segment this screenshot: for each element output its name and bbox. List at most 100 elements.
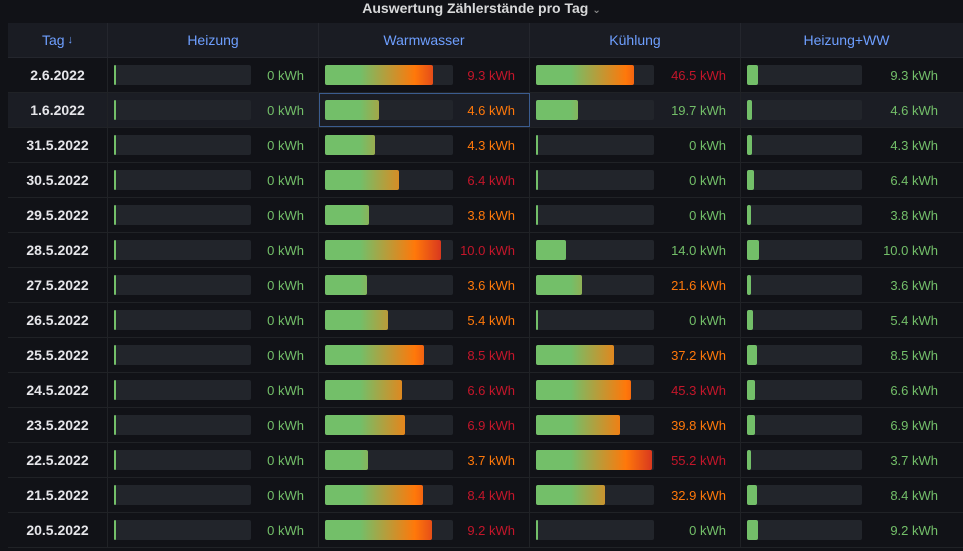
value-label: 0 kWh [267, 277, 304, 293]
column-header-tag[interactable]: Tag ↓ [8, 23, 108, 57]
bar-gauge-cell: 0 kWh [108, 408, 319, 442]
bar-gauge-fill [325, 380, 402, 400]
value-label: 0 kWh [267, 172, 304, 188]
table-row[interactable]: 29.5.2022 0 kWh 3.8 kWh 0 kWh 3.8 kWh [8, 198, 963, 233]
bar-gauge [747, 170, 862, 190]
value-label: 0 kWh [689, 312, 726, 328]
value-label: 6.6 kWh [890, 382, 938, 398]
value-label: 6.4 kWh [467, 172, 515, 188]
value-label: 14.0 kWh [671, 242, 726, 258]
bar-gauge-cell: 21.6 kWh [530, 268, 741, 302]
bar-gauge [325, 520, 453, 540]
bar-gauge-fill [325, 345, 424, 365]
value-label: 32.9 kWh [671, 487, 726, 503]
bar-gauge-cell: 0 kWh [108, 93, 319, 127]
bar-gauge-fill [114, 65, 116, 85]
value-label: 4.6 kWh [890, 102, 938, 118]
bar-gauge-cell: 9.3 kWh [319, 58, 530, 92]
bar-gauge-fill [747, 520, 758, 540]
table-row[interactable]: 24.5.2022 0 kWh 6.6 kWh 45.3 kWh 6.6 kWh [8, 373, 963, 408]
bar-gauge-cell: 4.6 kWh [741, 93, 952, 127]
bar-gauge-cell: 8.4 kWh [741, 478, 952, 512]
bar-gauge-fill [325, 415, 405, 435]
table-row[interactable]: 30.5.2022 0 kWh 6.4 kWh 0 kWh 6.4 kWh [8, 163, 963, 198]
column-header-heizung[interactable]: Heizung [108, 23, 319, 57]
date-cell: 28.5.2022 [8, 233, 108, 267]
bar-gauge-fill [536, 310, 538, 330]
bar-gauge-cell: 6.6 kWh [319, 373, 530, 407]
table-row[interactable]: 22.5.2022 0 kWh 3.7 kWh 55.2 kWh 3.7 kWh [8, 443, 963, 478]
bar-gauge-cell: 6.4 kWh [319, 163, 530, 197]
column-header-heizung-ww[interactable]: Heizung+WW [803, 32, 890, 48]
bar-gauge-cell: 0 kWh [108, 513, 319, 547]
bar-gauge-cell: 0 kWh [530, 303, 741, 337]
bar-gauge-cell: 0 kWh [530, 163, 741, 197]
bar-gauge-fill [747, 170, 754, 190]
table-row[interactable]: 27.5.2022 0 kWh 3.6 kWh 21.6 kWh 3.6 kWh [8, 268, 963, 303]
table-row[interactable]: 2.6.2022 0 kWh 9.3 kWh 46.5 kWh 9.3 kWh [8, 58, 963, 93]
value-label: 8.4 kWh [890, 487, 938, 503]
bar-gauge-fill [536, 135, 538, 155]
date-cell: 1.6.2022 [8, 93, 108, 127]
data-table: Tag ↓ Heizung Warmwasser Kühlung Heizung… [8, 23, 963, 548]
bar-gauge [536, 275, 654, 295]
date-cell: 27.5.2022 [8, 268, 108, 302]
date-cell: 21.5.2022 [8, 478, 108, 512]
value-label: 3.7 kWh [467, 452, 515, 468]
column-header-kuehlung[interactable]: Kühlung [530, 23, 741, 57]
bar-gauge [325, 135, 453, 155]
table-row[interactable]: 25.5.2022 0 kWh 8.5 kWh 37.2 kWh 8.5 kWh [8, 338, 963, 373]
bar-gauge [325, 345, 453, 365]
date-cell: 31.5.2022 [8, 128, 108, 162]
date-cell: 25.5.2022 [8, 338, 108, 372]
table-row[interactable]: 31.5.2022 0 kWh 4.3 kWh 0 kWh 4.3 kWh [8, 128, 963, 163]
value-label: 0 kWh [267, 347, 304, 363]
value-label: 55.2 kWh [671, 452, 726, 468]
bar-gauge [747, 345, 862, 365]
table-row[interactable]: 1.6.2022 0 kWh 4.6 kWh 19.7 kWh 4.6 kWh [8, 93, 963, 128]
value-label: 3.8 kWh [467, 207, 515, 223]
bar-gauge [536, 170, 654, 190]
bar-gauge-cell: 6.9 kWh [741, 408, 952, 442]
value-label: 0 kWh [267, 417, 304, 433]
bar-gauge-fill [114, 345, 116, 365]
column-header-warmwasser[interactable]: Warmwasser [319, 23, 530, 57]
table-row[interactable]: 20.5.2022 0 kWh 9.2 kWh 0 kWh 9.2 kWh [8, 513, 963, 548]
bar-gauge-fill [325, 275, 367, 295]
value-label: 6.4 kWh [890, 172, 938, 188]
bar-gauge-fill [325, 170, 399, 190]
value-label: 0 kWh [267, 487, 304, 503]
bar-gauge [114, 275, 251, 295]
bar-gauge-fill [114, 100, 116, 120]
bar-gauge-cell: 6.6 kWh [741, 373, 952, 407]
bar-gauge-cell: 10.0 kWh [319, 233, 530, 267]
panel-title[interactable]: Auswertung Zählerstände pro Tag ⌄ [0, 0, 963, 22]
bar-gauge-cell: 6.4 kWh [741, 163, 952, 197]
bar-gauge-cell: 0 kWh [530, 198, 741, 232]
bar-gauge [114, 100, 251, 120]
bar-gauge-fill [536, 415, 620, 435]
table-row[interactable]: 28.5.2022 0 kWh 10.0 kWh 14.0 kWh 10.0 kWh [8, 233, 963, 268]
bar-gauge [114, 310, 251, 330]
value-label: 10.0 kWh [460, 242, 515, 258]
value-label: 19.7 kWh [671, 102, 726, 118]
value-label: 46.5 kWh [671, 67, 726, 83]
table-row[interactable]: 21.5.2022 0 kWh 8.4 kWh 32.9 kWh 8.4 kWh [8, 478, 963, 513]
table-row[interactable]: 26.5.2022 0 kWh 5.4 kWh 0 kWh 5.4 kWh [8, 303, 963, 338]
bar-gauge-fill [114, 275, 116, 295]
bar-gauge [114, 240, 251, 260]
value-label: 5.4 kWh [467, 312, 515, 328]
chevron-down-icon[interactable]: ⌄ [592, 5, 601, 16]
date-cell: 22.5.2022 [8, 443, 108, 477]
bar-gauge-cell: 55.2 kWh [530, 443, 741, 477]
bar-gauge [747, 520, 862, 540]
table-row[interactable]: 23.5.2022 0 kWh 6.9 kWh 39.8 kWh 6.9 kWh [8, 408, 963, 443]
value-label: 0 kWh [267, 382, 304, 398]
bar-gauge-fill [114, 170, 116, 190]
value-label: 9.3 kWh [890, 67, 938, 83]
value-label: 0 kWh [267, 522, 304, 538]
bar-gauge [114, 170, 251, 190]
bar-gauge [536, 310, 654, 330]
bar-gauge-cell: 19.7 kWh [530, 93, 741, 127]
bar-gauge [325, 450, 453, 470]
